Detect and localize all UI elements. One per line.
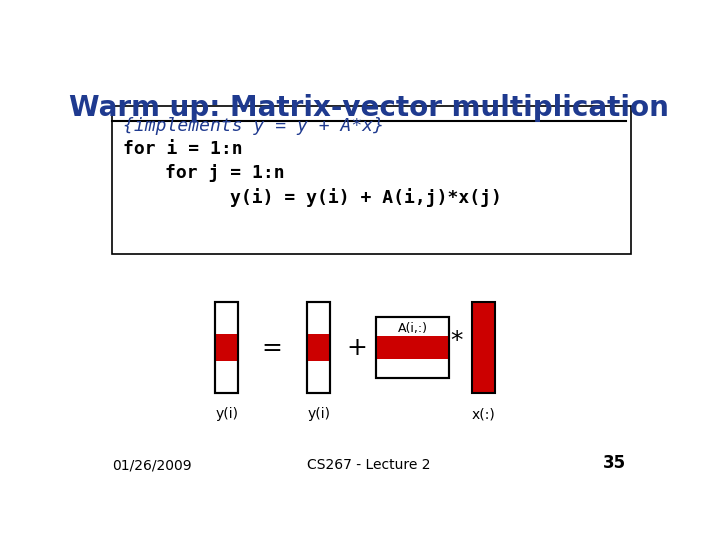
Bar: [215, 302, 238, 393]
FancyBboxPatch shape: [112, 106, 631, 254]
Bar: [377, 336, 449, 359]
Text: y(i): y(i): [307, 407, 330, 421]
Text: y(i) = y(i) + A(i,j)*x(j): y(i) = y(i) + A(i,j)*x(j): [230, 188, 501, 207]
Bar: [215, 334, 238, 361]
Text: CS267 - Lecture 2: CS267 - Lecture 2: [307, 458, 431, 472]
Text: +: +: [346, 335, 367, 360]
Text: {implements y = y + A*x}: {implements y = y + A*x}: [124, 117, 384, 135]
Text: *: *: [451, 329, 463, 353]
Bar: [215, 302, 238, 393]
Text: 35: 35: [603, 454, 626, 472]
Text: for i = 1:n: for i = 1:n: [124, 140, 243, 158]
Text: A(i,:): A(i,:): [397, 322, 428, 335]
Text: y(i): y(i): [215, 407, 238, 421]
Text: for j = 1:n: for j = 1:n: [166, 164, 285, 182]
Bar: [307, 302, 330, 393]
Text: 01/26/2009: 01/26/2009: [112, 458, 192, 472]
Bar: [377, 318, 449, 377]
Bar: [307, 334, 330, 361]
Text: =: =: [261, 335, 282, 360]
Text: x(:): x(:): [472, 407, 495, 421]
Bar: [377, 318, 449, 377]
Text: Warm up: Matrix-vector multiplication: Warm up: Matrix-vector multiplication: [69, 94, 669, 122]
Bar: [307, 302, 330, 393]
Bar: [472, 302, 495, 393]
